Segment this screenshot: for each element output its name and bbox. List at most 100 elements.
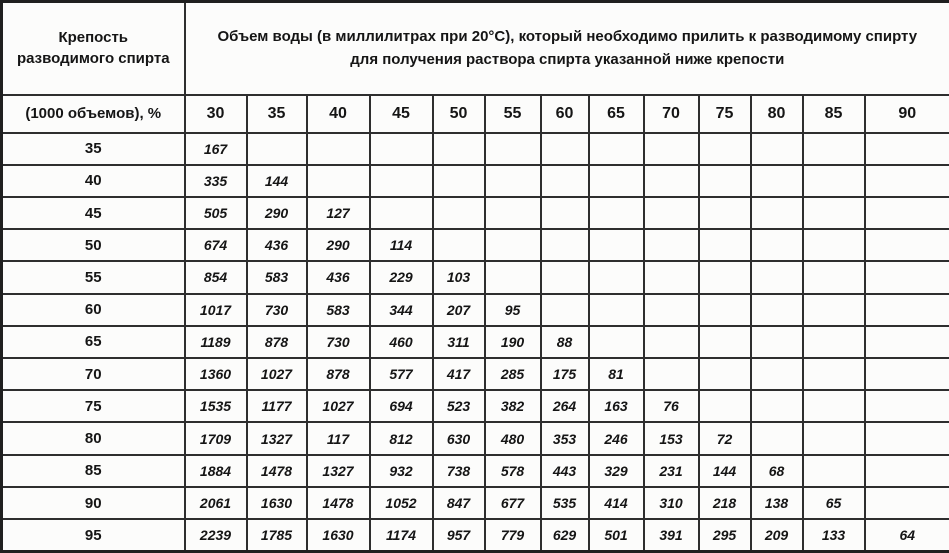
value-cell: 382 <box>483 389 542 424</box>
empty-cell <box>801 324 866 360</box>
row-header-title-line2: разводимого спирта <box>16 50 170 68</box>
empty-cell <box>697 163 752 198</box>
column-header-row: (1000 объемов), % 30 35 40 45 50 55 60 65 70 75 80… <box>0 93 949 134</box>
empty-cell <box>863 131 949 166</box>
row-header-title: Крепость разводимого спирта <box>0 0 186 96</box>
value-cell: 1630 <box>305 518 371 553</box>
value-cell: 1535 <box>183 389 248 424</box>
value-cell: 630 <box>431 421 486 456</box>
value-cell: 460 <box>368 324 434 360</box>
column-header-35: 35 <box>245 93 308 134</box>
empty-cell <box>749 163 804 198</box>
empty-cell <box>863 421 949 456</box>
value-cell: 175 <box>539 357 590 392</box>
empty-cell <box>305 163 371 198</box>
value-cell: 64 <box>863 518 949 553</box>
value-cell: 138 <box>749 485 804 521</box>
empty-cell <box>245 131 308 166</box>
row-header-units: (1000 объемов), % <box>0 93 186 134</box>
value-cell: 114 <box>368 228 434 263</box>
empty-cell <box>539 195 590 231</box>
empty-cell <box>431 195 486 231</box>
value-cell: 932 <box>368 453 434 488</box>
empty-cell <box>749 195 804 231</box>
value-cell: 878 <box>305 357 371 392</box>
value-cell: 779 <box>483 518 542 553</box>
empty-cell <box>483 195 542 231</box>
column-header-30: 30 <box>183 93 248 134</box>
column-header-65: 65 <box>587 93 645 134</box>
empty-cell <box>863 389 949 424</box>
empty-cell <box>539 260 590 295</box>
value-cell: 311 <box>431 324 486 360</box>
column-header-50: 50 <box>431 93 486 134</box>
empty-cell <box>801 163 866 198</box>
value-cell: 1785 <box>245 518 308 553</box>
column-header-40: 40 <box>305 93 371 134</box>
empty-cell <box>863 163 949 198</box>
value-cell: 76 <box>642 389 700 424</box>
value-cell: 1709 <box>183 421 248 456</box>
empty-cell <box>801 260 866 295</box>
value-cell: 1177 <box>245 389 308 424</box>
empty-cell <box>587 260 645 295</box>
empty-cell <box>801 195 866 231</box>
column-header-80: 80 <box>749 93 804 134</box>
empty-cell <box>801 131 866 166</box>
empty-cell <box>749 357 804 392</box>
empty-cell <box>483 228 542 263</box>
value-cell: 1360 <box>183 357 248 392</box>
empty-cell <box>539 131 590 166</box>
column-header-90: 90 <box>863 93 949 134</box>
table-row-90: 90 2061 1630 1478 1052 847 677 535 414 310 218 138 6… <box>0 485 949 521</box>
empty-cell <box>863 228 949 263</box>
value-cell: 1478 <box>305 485 371 521</box>
value-cell: 674 <box>183 228 248 263</box>
value-cell: 127 <box>305 195 371 231</box>
empty-cell <box>483 163 542 198</box>
empty-cell <box>863 292 949 327</box>
value-cell: 738 <box>431 453 486 488</box>
value-cell: 812 <box>368 421 434 456</box>
value-cell: 414 <box>587 485 645 521</box>
value-cell: 88 <box>539 324 590 360</box>
empty-cell <box>431 228 486 263</box>
value-cell: 190 <box>483 324 542 360</box>
empty-cell <box>587 195 645 231</box>
value-cell: 95 <box>483 292 542 327</box>
row-label: 70 <box>0 357 186 392</box>
value-cell: 629 <box>539 518 590 553</box>
column-header-60: 60 <box>539 93 590 134</box>
value-cell: 329 <box>587 453 645 488</box>
value-cell: 264 <box>539 389 590 424</box>
empty-cell <box>697 131 752 166</box>
value-cell: 443 <box>539 453 590 488</box>
column-header-75: 75 <box>697 93 752 134</box>
empty-cell <box>863 453 949 488</box>
value-cell: 218 <box>697 485 752 521</box>
empty-cell <box>587 228 645 263</box>
empty-cell <box>863 485 949 521</box>
empty-cell <box>539 292 590 327</box>
empty-cell <box>539 163 590 198</box>
empty-cell <box>697 260 752 295</box>
empty-cell <box>801 292 866 327</box>
value-cell: 344 <box>368 292 434 327</box>
empty-cell <box>863 195 949 231</box>
empty-cell <box>801 357 866 392</box>
empty-cell <box>642 292 700 327</box>
value-cell: 577 <box>368 357 434 392</box>
empty-cell <box>642 324 700 360</box>
value-cell: 310 <box>642 485 700 521</box>
value-cell: 1017 <box>183 292 248 327</box>
value-cell: 2061 <box>183 485 248 521</box>
empty-cell <box>642 195 700 231</box>
value-cell: 436 <box>305 260 371 295</box>
row-label: 50 <box>0 228 186 263</box>
table-title: Объем воды (в миллилитрах при 20°C), кот… <box>183 0 949 96</box>
row-header-title-line1: Крепость <box>58 28 129 46</box>
value-cell: 103 <box>431 260 486 295</box>
row-label: 55 <box>0 260 186 295</box>
value-cell: 209 <box>749 518 804 553</box>
value-cell: 2239 <box>183 518 248 553</box>
